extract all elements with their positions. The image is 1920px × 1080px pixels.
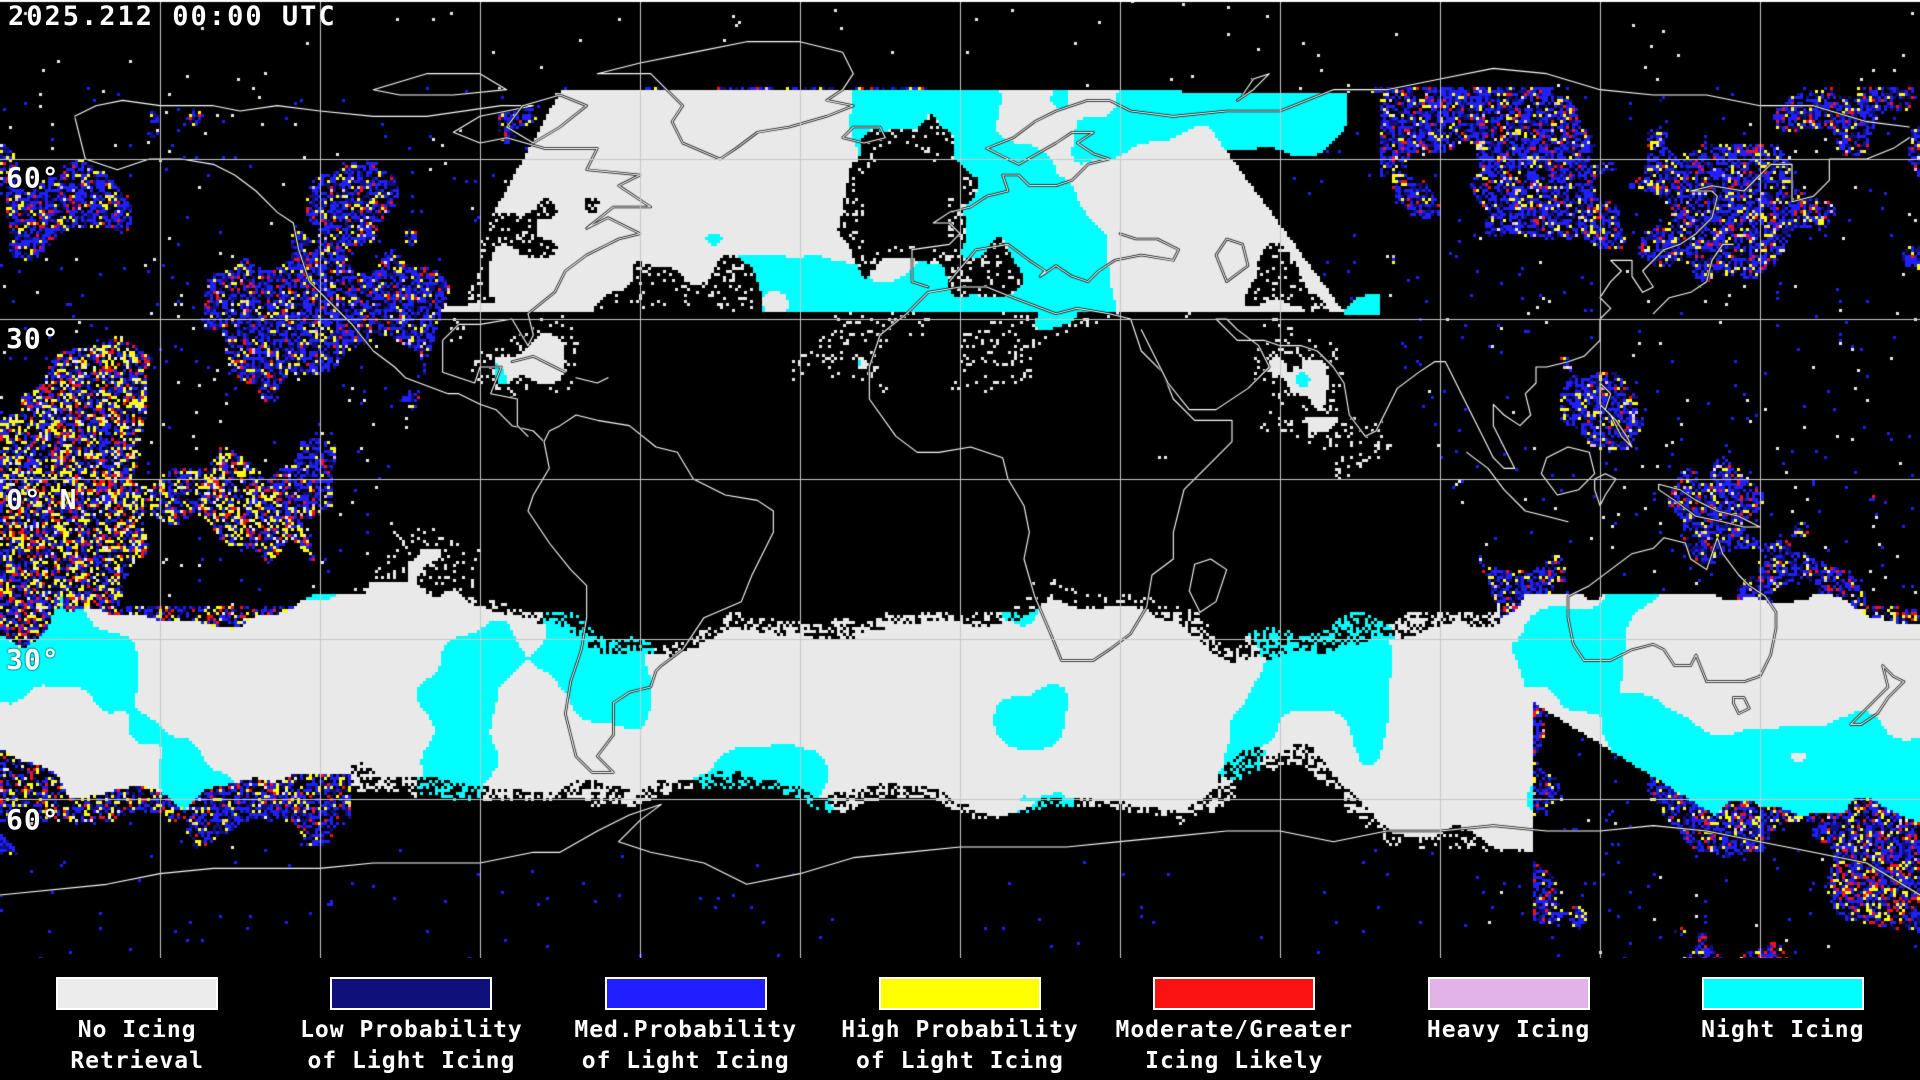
legend-swatch-med-probability: [604, 977, 767, 1010]
legend-swatch-moderate-greater: [1153, 977, 1316, 1010]
legend-label-line1: Low Probability: [300, 1017, 523, 1043]
legend-label-line1: No Icing: [77, 1017, 197, 1043]
legend-label-line1: Moderate/Greater: [1115, 1017, 1354, 1043]
legend-label-line2: of Light Icing: [307, 1048, 516, 1074]
legend-swatch-no-icing: [56, 977, 219, 1010]
legend-label-line1: Med.Probability: [574, 1017, 798, 1043]
world-icing-map-region: 2025.212 00:00 UTC 60° 30° 0° N 30° 60°: [0, 0, 1920, 958]
legend-label-line2: of Light Icing: [856, 1048, 1064, 1074]
legend-item-heavy-icing: Heavy Icing: [1371, 958, 1645, 1080]
lat-label-30n: 30°: [6, 322, 60, 355]
legend-label-line1: High Probability: [841, 1017, 1079, 1043]
legend-item-night-icing: Night Icing: [1646, 958, 1920, 1080]
timestamp-label: 2025.212 00:00 UTC: [8, 1, 337, 32]
legend-label-line1: Heavy Icing: [1426, 1017, 1591, 1043]
lat-label-30s: 30°: [6, 643, 60, 676]
legend-item-med-probability: Med.Probability of Light Icing: [549, 958, 823, 1080]
legend-swatch-high-probability: [878, 977, 1041, 1010]
legend-swatch-night-icing: [1701, 977, 1864, 1010]
icing-map-canvas: [0, 0, 1920, 958]
lat-label-0n: 0° N: [6, 483, 78, 516]
legend-label-line2: of Light Icing: [581, 1048, 790, 1074]
legend-swatch-low-probability: [330, 977, 493, 1010]
legend-item-low-probability: Low Probability of Light Icing: [274, 958, 548, 1080]
legend-label-line2: Icing Likely: [1145, 1048, 1324, 1074]
lat-label-60n: 60°: [6, 161, 60, 194]
legend-item-moderate-greater: Moderate/Greater Icing Likely: [1097, 958, 1371, 1080]
legend-label-line2: Retrieval: [70, 1048, 204, 1074]
lat-label-60s: 60°: [6, 803, 60, 836]
legend-item-high-probability: High Probability of Light Icing: [823, 958, 1097, 1080]
legend-swatch-heavy-icing: [1427, 977, 1590, 1010]
legend-item-no-icing: No Icing Retrieval: [0, 958, 274, 1080]
legend-bar: No Icing Retrieval Low Probability of Li…: [0, 958, 1920, 1080]
legend-label-line1: Night Icing: [1701, 1017, 1865, 1043]
